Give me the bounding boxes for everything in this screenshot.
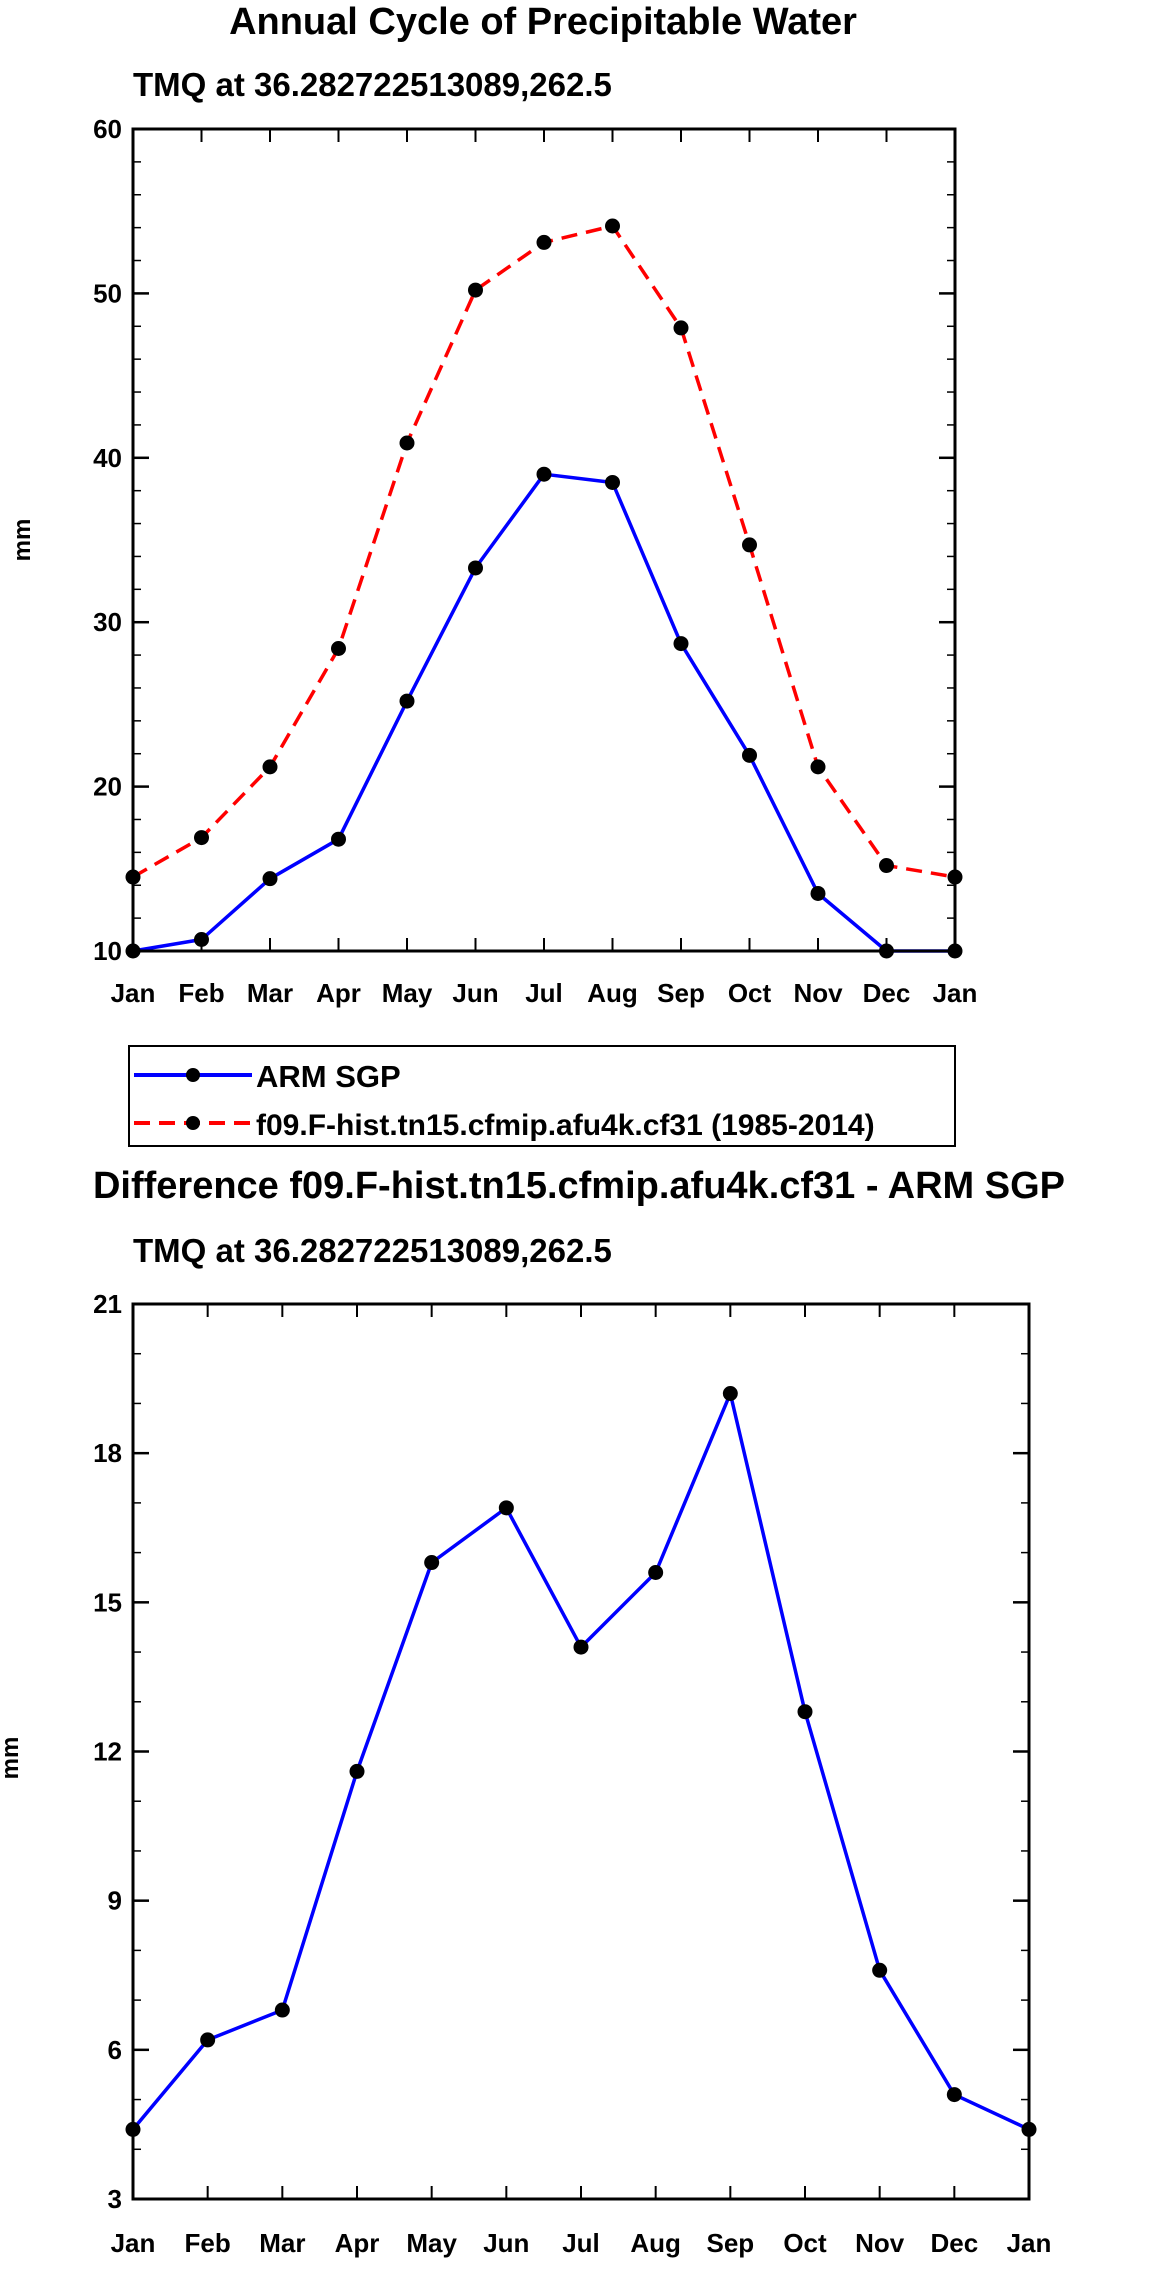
legend-label-arm-sgp: ARM SGP: [256, 1059, 401, 1094]
legend-marker-arm-sgp: [186, 1068, 200, 1082]
legend-box: [128, 1045, 956, 1147]
x-tick-label: Dec: [930, 2228, 978, 2258]
x-tick-label: Aug: [630, 2228, 681, 2258]
data-point-f09-f-hist-tn15-cfmip-afu4k-cf31-1985-2014: [262, 759, 278, 775]
chart-subtitle: TMQ at 36.282722513089,262.5: [133, 66, 612, 103]
series-lines: [125, 1386, 1037, 2137]
y-tick-label: 12: [93, 1737, 122, 1767]
data-point-difference: [722, 1386, 738, 1401]
data-point-f09-f-hist-tn15-cfmip-afu4k-cf31-1985-2014: [879, 858, 894, 874]
chart-title: Difference f09.F-hist.tn15.cfmip.afu4k.c…: [93, 1165, 1065, 1207]
data-point-difference: [648, 1565, 664, 1580]
x-tick-label: May: [382, 978, 433, 1008]
data-point-difference: [498, 1500, 514, 1516]
difference-chart: Difference f09.F-hist.tn15.cfmip.afu4k.c…: [0, 1165, 1065, 2258]
data-point-f09-f-hist-tn15-cfmip-afu4k-cf31-1985-2014: [194, 830, 209, 846]
plot-frame: [131, 1302, 1031, 2201]
x-tick-label: Mar: [247, 978, 293, 1008]
x-tick-label: Oct: [783, 2228, 827, 2258]
y-tick-label: 50: [93, 278, 122, 308]
data-point-difference: [274, 2002, 290, 2018]
data-point-f09-f-hist-tn15-cfmip-afu4k-cf31-1985-2014: [605, 218, 620, 234]
x-tick-label: May: [406, 2228, 457, 2258]
data-point-arm-sgp: [399, 693, 415, 709]
x-tick-label: Mar: [259, 2228, 305, 2258]
y-tick-label: 6: [108, 2035, 122, 2065]
series-line-f09-f-hist-tn15-cfmip-afu4k-cf31-1985-2014: [132, 224, 956, 879]
x-tick-label: Nov: [855, 2228, 905, 2258]
series-lines: [125, 218, 963, 959]
data-point-difference: [573, 1639, 589, 1655]
series-line-arm-sgp: [132, 472, 955, 953]
data-point-arm-sgp: [262, 871, 278, 887]
data-point-arm-sgp: [468, 560, 483, 576]
data-point-f09-f-hist-tn15-cfmip-afu4k-cf31-1985-2014: [810, 759, 826, 775]
y-tick-label: 60: [93, 114, 122, 144]
data-point-arm-sgp: [536, 466, 552, 482]
tick-labels: Jan Feb Mar Apr May Jun Jul Aug Sep Oct Nov Dec Jan 3…: [93, 1289, 1051, 2258]
data-point-arm-sgp: [673, 636, 689, 652]
legend-marker-model: [186, 1116, 200, 1130]
data-point-arm-sgp: [810, 885, 826, 901]
y-tick-label: 10: [93, 936, 122, 966]
data-point-difference: [424, 1555, 440, 1571]
series-line-difference: [131, 1391, 1030, 2131]
data-point-difference: [797, 1704, 813, 1720]
x-tick-label: Dec: [863, 978, 911, 1008]
legend: ARM SGP f09.F-hist.tn15.cfmip.afu4k.cf31…: [128, 1045, 956, 1147]
data-point-arm-sgp: [194, 931, 209, 947]
x-tick-label: Jun: [452, 978, 498, 1008]
axis-ticks: [132, 1302, 1030, 2201]
x-tick-label: Aug: [587, 978, 638, 1008]
data-point-difference: [872, 1962, 888, 1978]
data-point-arm-sgp: [605, 474, 620, 490]
y-tick-label: 9: [108, 1886, 122, 1916]
legend-label-model: f09.F-hist.tn15.cfmip.afu4k.cf31 (1985-2…: [256, 1109, 875, 1142]
y-tick-label: 3: [108, 2184, 122, 2214]
data-point-f09-f-hist-tn15-cfmip-afu4k-cf31-1985-2014: [399, 435, 415, 451]
tick-labels: Jan Feb Mar Apr May Jun Jul Aug Sep Oct Nov Dec Jan 1…: [93, 114, 977, 1008]
x-tick-label: Jan: [933, 978, 978, 1008]
x-tick-label: Apr: [335, 2228, 380, 2258]
x-tick-label: Nov: [793, 978, 843, 1008]
x-tick-label: Jul: [525, 978, 563, 1008]
x-tick-label: Apr: [316, 978, 361, 1008]
y-tick-label: 40: [93, 443, 122, 473]
data-point-f09-f-hist-tn15-cfmip-afu4k-cf31-1985-2014: [468, 282, 483, 298]
x-tick-label: Jan: [111, 978, 156, 1008]
x-tick-label: Sep: [706, 2228, 754, 2258]
x-tick-label: Feb: [185, 2228, 231, 2258]
x-tick-label: Sep: [657, 978, 705, 1008]
data-point-difference: [946, 2087, 962, 2103]
x-tick-label: Jan: [111, 2228, 156, 2258]
y-tick-label: 30: [93, 607, 122, 637]
y-tick-label: 21: [93, 1289, 122, 1319]
data-point-f09-f-hist-tn15-cfmip-afu4k-cf31-1985-2014: [536, 234, 552, 250]
plot-frame: [131, 127, 957, 953]
x-tick-label: Feb: [178, 978, 224, 1008]
annual-cycle-chart: Annual Cycle of Precipitable Water TMQ a…: [9, 1, 977, 1147]
axis-ticks: [132, 127, 956, 953]
data-point-difference: [349, 1763, 365, 1779]
data-point-f09-f-hist-tn15-cfmip-afu4k-cf31-1985-2014: [673, 320, 689, 336]
chart-subtitle: TMQ at 36.282722513089,262.5: [133, 1232, 612, 1269]
x-tick-label: Jan: [1007, 2228, 1052, 2258]
x-tick-label: Oct: [728, 978, 772, 1008]
x-tick-label: Jul: [562, 2228, 600, 2258]
y-axis-label: mm: [0, 1737, 24, 1780]
data-point-f09-f-hist-tn15-cfmip-afu4k-cf31-1985-2014: [742, 537, 757, 553]
y-tick-label: 15: [93, 1587, 122, 1617]
x-tick-label: Jun: [483, 2228, 529, 2258]
data-point-arm-sgp: [742, 747, 757, 763]
chart-title: Annual Cycle of Precipitable Water: [229, 1, 857, 43]
data-point-f09-f-hist-tn15-cfmip-afu4k-cf31-1985-2014: [331, 641, 346, 657]
data-point-difference: [200, 2032, 216, 2048]
data-point-arm-sgp: [331, 831, 346, 847]
y-tick-label: 18: [93, 1438, 122, 1468]
y-tick-label: 20: [93, 772, 122, 802]
y-axis-label: mm: [9, 519, 36, 562]
